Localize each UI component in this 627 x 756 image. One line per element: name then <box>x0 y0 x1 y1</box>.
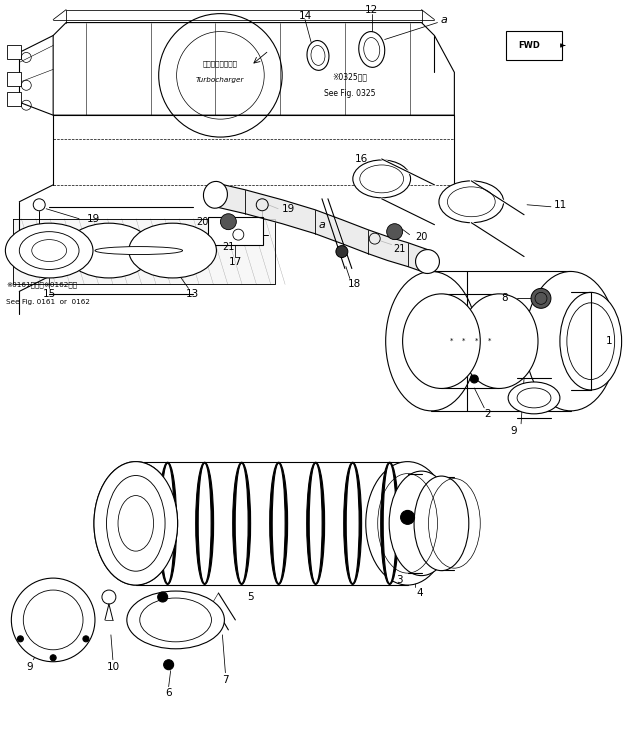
Ellipse shape <box>233 462 251 584</box>
Bar <box>8 73 21 86</box>
Text: ※0325参照: ※0325参照 <box>332 73 367 82</box>
Text: 19: 19 <box>87 214 100 224</box>
Text: 12: 12 <box>365 5 378 14</box>
Ellipse shape <box>272 463 285 584</box>
Text: a: a <box>319 220 325 230</box>
Ellipse shape <box>359 32 385 67</box>
Ellipse shape <box>386 271 477 411</box>
Ellipse shape <box>161 463 174 584</box>
Ellipse shape <box>196 462 214 584</box>
Polygon shape <box>13 218 275 284</box>
Ellipse shape <box>107 476 165 572</box>
Ellipse shape <box>118 496 154 551</box>
Ellipse shape <box>65 223 153 278</box>
Text: *: * <box>462 338 466 344</box>
Text: ターボチャージャ: ターボチャージャ <box>203 60 238 67</box>
Text: 1: 1 <box>606 336 612 346</box>
Ellipse shape <box>439 181 503 223</box>
Circle shape <box>336 246 348 258</box>
Text: Turbocharger: Turbocharger <box>196 77 245 83</box>
Bar <box>8 45 21 60</box>
Ellipse shape <box>159 462 177 584</box>
Ellipse shape <box>198 463 211 584</box>
Text: FWD: FWD <box>518 41 540 50</box>
Ellipse shape <box>203 181 228 208</box>
Text: 18: 18 <box>348 280 361 290</box>
Ellipse shape <box>346 463 359 584</box>
Ellipse shape <box>307 41 329 70</box>
Ellipse shape <box>129 223 216 278</box>
Ellipse shape <box>508 382 560 414</box>
Circle shape <box>83 636 89 642</box>
Text: *: * <box>475 338 478 344</box>
Text: 19: 19 <box>282 204 295 214</box>
Ellipse shape <box>525 271 616 411</box>
Ellipse shape <box>353 160 411 198</box>
Ellipse shape <box>381 462 399 584</box>
Circle shape <box>221 214 236 230</box>
Ellipse shape <box>6 223 93 278</box>
Ellipse shape <box>127 591 224 649</box>
Ellipse shape <box>344 462 362 584</box>
Text: See Fig. 0161  or  0162: See Fig. 0161 or 0162 <box>6 299 90 305</box>
Ellipse shape <box>235 463 248 584</box>
Text: 14: 14 <box>298 11 312 20</box>
Text: 7: 7 <box>222 674 229 685</box>
Text: See Fig. 0325: See Fig. 0325 <box>324 88 376 98</box>
Bar <box>8 92 21 106</box>
Ellipse shape <box>94 462 177 585</box>
Ellipse shape <box>416 249 440 274</box>
Text: 20: 20 <box>415 231 428 242</box>
Circle shape <box>401 510 414 525</box>
Text: 11: 11 <box>554 200 567 209</box>
Circle shape <box>531 288 551 308</box>
Ellipse shape <box>270 462 288 584</box>
Bar <box>208 217 263 245</box>
Ellipse shape <box>383 463 396 584</box>
Ellipse shape <box>460 294 538 389</box>
Ellipse shape <box>403 294 480 389</box>
Circle shape <box>11 578 95 662</box>
Text: 21: 21 <box>222 242 234 252</box>
Text: 5: 5 <box>247 592 253 602</box>
Polygon shape <box>216 183 428 274</box>
Circle shape <box>470 375 478 383</box>
Polygon shape <box>53 23 455 115</box>
Text: 16: 16 <box>355 154 369 164</box>
Circle shape <box>18 636 23 642</box>
Circle shape <box>50 655 56 661</box>
Ellipse shape <box>389 471 454 575</box>
Ellipse shape <box>560 293 621 390</box>
Text: 20: 20 <box>196 217 208 227</box>
Text: *: * <box>450 338 453 344</box>
Text: 8: 8 <box>501 293 507 303</box>
Ellipse shape <box>307 462 325 584</box>
Text: 9: 9 <box>26 662 33 672</box>
Ellipse shape <box>95 246 182 255</box>
Text: 21: 21 <box>393 243 406 253</box>
Circle shape <box>164 660 174 670</box>
Text: 9: 9 <box>511 426 517 435</box>
Text: 13: 13 <box>186 290 199 299</box>
Text: a: a <box>441 14 448 25</box>
Ellipse shape <box>309 463 322 584</box>
Bar <box>506 30 562 60</box>
Ellipse shape <box>414 476 469 571</box>
Text: 4: 4 <box>416 588 423 598</box>
Text: 15: 15 <box>43 290 56 299</box>
Text: *: * <box>488 338 491 344</box>
Ellipse shape <box>366 462 450 585</box>
Circle shape <box>387 224 403 240</box>
Ellipse shape <box>94 462 177 585</box>
Text: 17: 17 <box>229 256 242 267</box>
Ellipse shape <box>19 231 79 269</box>
Text: 10: 10 <box>107 662 120 672</box>
Text: 2: 2 <box>484 409 490 419</box>
Text: 3: 3 <box>396 575 403 585</box>
Text: 6: 6 <box>166 688 172 698</box>
Text: ※0161または※0162参照: ※0161または※0162参照 <box>6 281 78 288</box>
Circle shape <box>158 592 167 602</box>
